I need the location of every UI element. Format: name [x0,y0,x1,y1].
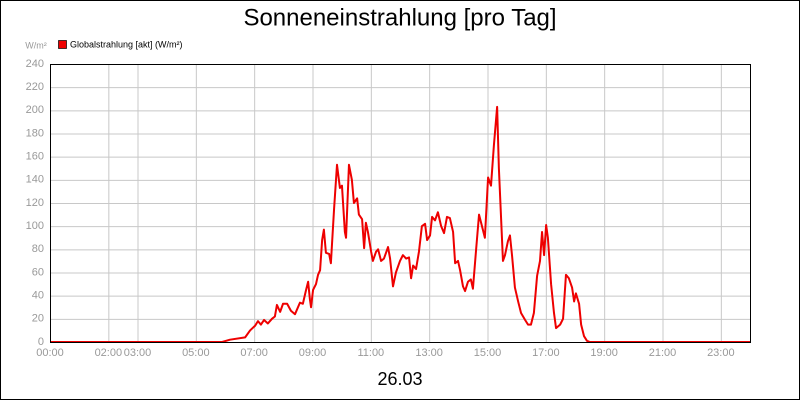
x-tick-label: 05:00 [182,347,210,359]
x-tick-label: 02:00 [95,347,123,359]
x-tick-label: 00:00 [36,347,64,359]
x-tick-label: 23:00 [707,347,735,359]
y-tick-label: 200 [26,104,44,116]
x-tick-label: 03:00 [124,347,152,359]
y-tick-label: 0 [38,336,44,348]
y-tick-label: 180 [26,127,44,139]
y-tick-label: 220 [26,81,44,93]
x-tick-label: 11:00 [357,347,384,359]
x-tick-label: 15:00 [474,347,502,359]
x-tick-label: 07:00 [240,347,268,359]
x-tick-label: 19:00 [590,347,618,359]
legend-swatch [58,40,67,49]
x-tick-label: 13:00 [415,347,443,359]
y-tick-label: 80 [32,243,44,255]
y-tick-label: 160 [26,151,44,163]
y-tick-label: 60 [32,266,44,278]
data-line [50,105,750,343]
x-tick-label: 17:00 [532,347,560,359]
plot [50,105,750,343]
x-axis-label: 26.03 [377,369,422,389]
chart-title: Sonneneinstrahlung [pro Tag] [243,4,556,31]
y-axis-label: W/m² [25,40,47,50]
x-tick-label: 21:00 [649,347,677,359]
grid: 0 20 40 60 80 100 120 140 160 180 200 220 240 00:00 02… [26,58,750,359]
plot-border [50,64,751,343]
y-tick-label: 140 [26,174,44,186]
legend-label: Globalstrahlung [akt] (W/m²) [70,39,183,49]
y-tick-label: 40 [32,290,44,302]
y-tick-label: 240 [26,58,44,70]
y-tick-label: 120 [26,197,44,209]
y-tick-label: 20 [32,313,44,325]
x-tick-label: 09:00 [299,347,327,359]
y-tick-label: 100 [26,220,44,232]
legend: Globalstrahlung [akt] (W/m²) [58,39,183,49]
